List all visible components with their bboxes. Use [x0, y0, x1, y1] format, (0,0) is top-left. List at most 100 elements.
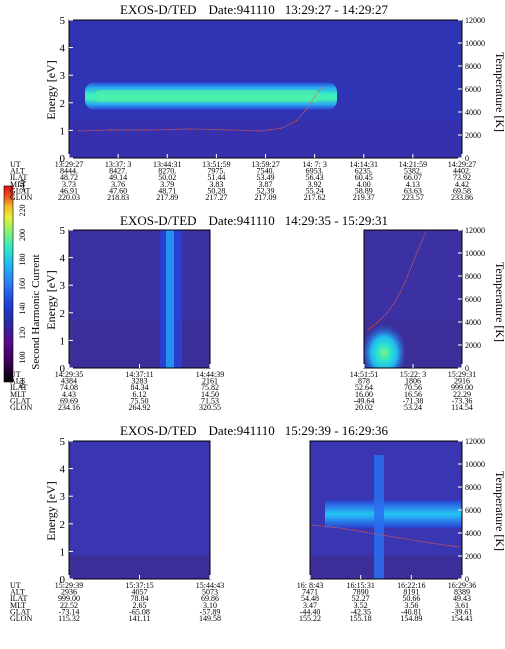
ephemeris-value: -71.38 [403, 396, 424, 405]
ephemeris-value: 7975. [207, 167, 225, 176]
ephemeris-value: 63.63 [404, 186, 422, 195]
ephemeris-value: 223.57 [402, 193, 424, 202]
ephemeris-row-label: GLAT [10, 607, 31, 616]
ephemeris-value: 49.43 [453, 594, 471, 603]
ephemeris-value: 2161 [202, 377, 218, 386]
panel-1: EXOS-D/TED Date:941110 13:29:27 - 14:29:27… [10, 2, 505, 202]
ephemeris-value: 149.58 [199, 614, 221, 623]
colorbar-tick-label: 160 [18, 278, 27, 290]
y-right-tick-label: 12000 [465, 226, 485, 235]
ephemeris-value: 3.56 [404, 601, 418, 610]
ephemeris-value: 49.14 [109, 173, 127, 182]
ephemeris-value: 154.89 [400, 614, 422, 623]
ephemeris-value: 320.55 [199, 403, 221, 412]
ephemeris-value: 15:37:15 [125, 581, 153, 590]
y-tick-label: 1 [60, 335, 66, 347]
ephemeris-value: 14:29:35 [55, 370, 83, 379]
ephemeris-value: 155.18 [350, 614, 372, 623]
ephemeris-value: 56.43 [306, 173, 324, 182]
y-right-tick-label: 0 [465, 364, 469, 373]
y-tick-label: 3 [60, 280, 66, 292]
y-tick-label: 1 [60, 546, 66, 558]
ephemeris-value: 48.72 [60, 173, 78, 182]
y-tick-label: 2 [60, 98, 66, 110]
panel-1-band-core [95, 90, 320, 102]
ephemeris-value: 14:37:11 [125, 370, 153, 379]
ephemeris-value: 14:29:27 [448, 160, 476, 169]
y-tick-label: 3 [60, 70, 66, 82]
panel-1-ylabel: Energy [eV] [44, 60, 58, 119]
ephemeris-value: 141.11 [129, 614, 151, 623]
ephemeris-value: 70.56 [404, 383, 422, 392]
y-right-tick-label: 8000 [465, 62, 481, 71]
ephemeris-value: 4.42 [455, 180, 469, 189]
ephemeris-value: 15:22: 3 [400, 370, 426, 379]
ephemeris-row-label: GLON [10, 614, 32, 623]
ephemeris-value: 50.66 [402, 594, 420, 603]
ephemeris-value: 2.65 [133, 601, 147, 610]
panel-2-plot-area-left-upper [69, 230, 210, 320]
y-right-tick-label: 4000 [465, 108, 481, 117]
ephemeris-value: 4.13 [406, 180, 420, 189]
panel-3-band [325, 500, 462, 528]
colorbar: Second Harmonic Current 80 100 120 140 160 18… [3, 180, 42, 388]
panel-3-title: EXOS-D/TED Date:941110 15:29:39 - 16:29:36 [120, 423, 389, 438]
panel-1-title: EXOS-D/TED Date:941110 13:29:27 - 14:29:27 [120, 2, 389, 17]
ephemeris-value: -42.35 [350, 607, 371, 616]
panel-1-temperature-trace [77, 85, 323, 132]
ephemeris-value: 16: 8:43 [297, 581, 323, 590]
ephemeris-value: -73.36 [452, 396, 473, 405]
ephemeris-value: 73.92 [453, 173, 471, 182]
ephemeris-value: 15:29:39 [55, 581, 83, 590]
y-right-tick-label: 4000 [465, 529, 481, 538]
ephemeris-value: 84.34 [131, 383, 149, 392]
panel-2-spike-core [166, 230, 174, 368]
y-tick-label: 2 [60, 308, 66, 320]
panel-1-ylabel-right: Temperature [K] [493, 52, 505, 132]
ephemeris-value: 233.86 [451, 193, 473, 202]
ephemeris-row-label: MLT [10, 601, 26, 610]
ephemeris-value: 14:51:51 [350, 370, 378, 379]
ephemeris-value: 217.62 [304, 193, 326, 202]
ephemeris-value: 3.10 [203, 601, 217, 610]
ephemeris-value: 78.84 [131, 594, 149, 603]
ephemeris-value: -39.61 [452, 607, 473, 616]
y-right-tick-label: 2000 [465, 552, 481, 561]
y-right-tick-label: 12000 [465, 437, 485, 446]
ephemeris-value: -44.40 [300, 607, 321, 616]
ephemeris-value: 20.02 [355, 403, 373, 412]
y-right-tick-label: 6000 [465, 295, 481, 304]
ephemeris-value: 115.32 [58, 614, 80, 623]
ephemeris-value: 75.50 [131, 396, 149, 405]
ephemeris-value: 220.03 [58, 193, 80, 202]
ephemeris-value: 8191 [403, 588, 419, 597]
ephemeris-row-label: GLON [10, 193, 32, 202]
ephemeris-value: 46.91 [60, 186, 78, 195]
ephemeris-value: 7540. [257, 167, 275, 176]
ephemeris-value: 74.08 [60, 383, 78, 392]
ephemeris-value: 3.52 [354, 601, 368, 610]
ephemeris-value: 217.09 [255, 193, 277, 202]
panel-2-blob [364, 318, 404, 368]
ephemeris-value: 114.54 [451, 403, 473, 412]
ephemeris-value: 69.69 [60, 396, 78, 405]
ephemeris-value: 51.44 [207, 173, 225, 182]
ephemeris-value: 16:29:36 [448, 581, 476, 590]
ephemeris-value: 71.53 [201, 396, 219, 405]
y-right-tick-label: 4000 [465, 318, 481, 327]
ephemeris-row-label: ALT [10, 588, 25, 597]
panel-2-ylabel: Energy [eV] [44, 270, 58, 329]
ephemeris-value: 16:15:31 [346, 581, 374, 590]
ephemeris-row-label: GLAT [10, 186, 31, 195]
y-right-tick-label: 8000 [465, 483, 481, 492]
colorbar-tick-label: 220 [18, 205, 27, 217]
ephemeris-value: 999.00 [58, 594, 80, 603]
ephemeris-value: 8427. [109, 167, 127, 176]
y-right-tick-label: 10000 [465, 460, 485, 469]
ephemeris-value: 58.89 [355, 186, 373, 195]
ephemeris-row-label: ILAT [10, 383, 27, 392]
ephemeris-value: 15:44:43 [196, 581, 224, 590]
y-right-tick-label: 10000 [465, 39, 485, 48]
ephemeris-value: 75.82 [201, 383, 219, 392]
ephemeris-row-label: GLON [10, 403, 32, 412]
